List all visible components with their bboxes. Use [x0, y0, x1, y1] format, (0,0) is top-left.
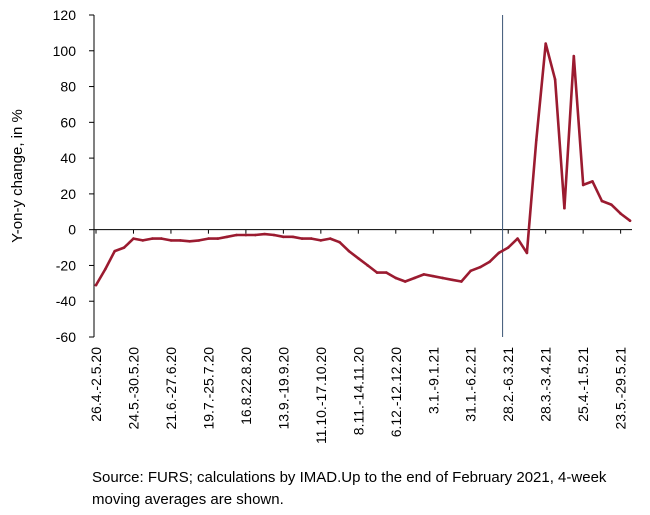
data-point: [94, 283, 98, 287]
data-point: [291, 235, 295, 239]
data-point: [497, 251, 501, 255]
data-point: [431, 274, 435, 278]
y-tick-label: 80: [60, 79, 76, 95]
x-tick-label: 28.2.-6.3.21: [500, 347, 516, 422]
data-point: [544, 42, 547, 45]
chart-caption: Source: FURS; calculations by IMAD.Up to…: [92, 469, 607, 508]
data-point: [282, 235, 285, 239]
data-point: [375, 271, 379, 274]
series-line: [94, 42, 632, 287]
data-point: [179, 239, 182, 242]
data-point: [591, 180, 594, 183]
data-point: [619, 212, 622, 215]
x-tick-label: 16.8.22.8.20: [238, 347, 254, 425]
data-point: [422, 273, 426, 276]
data-point: [450, 278, 454, 282]
data-point: [272, 233, 276, 237]
y-tick-label: -60: [56, 329, 76, 345]
data-point: [169, 239, 173, 242]
data-point: [207, 237, 210, 240]
data-point: [310, 237, 313, 240]
y-tick-label: -20: [56, 257, 76, 273]
data-point: [188, 239, 191, 243]
data-point: [150, 237, 154, 240]
data-point: [122, 246, 126, 249]
y-axis-title: Y-on-y change, in %: [9, 109, 26, 243]
y-tick-label: -40: [56, 293, 76, 309]
data-point: [572, 54, 576, 58]
y-tick-label: 120: [53, 7, 77, 23]
data-point: [328, 237, 332, 240]
data-point: [488, 260, 491, 264]
x-axis: 26.4.-2.5.20 24.5.-30.5.20 21.6.-27.6.20 19…: [88, 229, 632, 444]
data-point: [225, 235, 229, 239]
data-point: [460, 280, 463, 283]
data-point: [609, 203, 613, 206]
x-tick-label: 11.10.-17.10.20: [313, 347, 329, 444]
x-tick-label: 23.5.-29.5.21: [613, 347, 629, 430]
y-tick-label: 20: [60, 186, 76, 202]
data-point: [338, 240, 341, 244]
data-point: [516, 237, 519, 240]
data-point: [535, 138, 538, 142]
x-tick-label: 25.4.-1.5.21: [575, 347, 591, 422]
data-point: [300, 237, 304, 240]
data-point: [506, 246, 510, 249]
data-point: [357, 256, 360, 260]
data-point: [478, 265, 482, 269]
x-tick-label: 19.7.-25.7.20: [200, 347, 216, 430]
data-point: [441, 276, 444, 280]
data-point: [141, 239, 145, 242]
data-point: [563, 206, 566, 210]
y-tick-label: 100: [53, 43, 77, 59]
data-point: [403, 280, 407, 283]
data-point: [600, 199, 604, 203]
data-point: [104, 267, 107, 271]
data-point: [394, 276, 398, 280]
data-point: [197, 239, 201, 242]
data-point: [581, 183, 585, 187]
x-tick-label: 6.12.-12.12.20: [388, 347, 404, 438]
data-point: [132, 237, 135, 240]
data-point: [216, 237, 220, 240]
y-tick-label: 60: [60, 114, 76, 130]
y-tick-label: 0: [68, 222, 76, 238]
series-group: [94, 42, 632, 287]
y-axis: -60 -40 -20 0 20 40 60 80 100 120: [53, 7, 95, 345]
data-point: [366, 264, 369, 267]
data-point: [469, 269, 473, 273]
data-point: [319, 239, 323, 242]
line-chart: -60 -40 -20 0 20 40 60 80 100 120 26.4.-2.5.20 24.…: [9, 7, 632, 444]
data-point: [113, 249, 117, 253]
x-tick-label: 8.11.-14.11.20: [350, 347, 366, 435]
data-point: [525, 251, 529, 255]
x-tick-label: 21.6.-27.6.20: [163, 347, 179, 430]
data-point: [244, 233, 248, 237]
data-point: [235, 233, 238, 237]
data-point: [628, 219, 632, 223]
x-tick-label: 28.3.-3.4.21: [538, 347, 554, 422]
data-point: [253, 233, 257, 237]
x-tick-label: 24.5.-30.5.20: [125, 347, 141, 430]
data-point: [263, 232, 266, 236]
data-point: [385, 271, 388, 274]
x-tick-label: 13.9.-19.9.20: [275, 347, 291, 430]
data-point: [553, 78, 557, 81]
data-point: [347, 249, 351, 253]
x-tick-label: 26.4.-2.5.20: [88, 347, 104, 422]
x-tick-label: 31.1.-6.2.21: [463, 347, 479, 422]
x-tick-label: 3.1.-9.1.21: [425, 347, 441, 414]
data-point: [160, 237, 163, 240]
data-point: [413, 276, 416, 280]
y-tick-label: 40: [60, 150, 76, 166]
